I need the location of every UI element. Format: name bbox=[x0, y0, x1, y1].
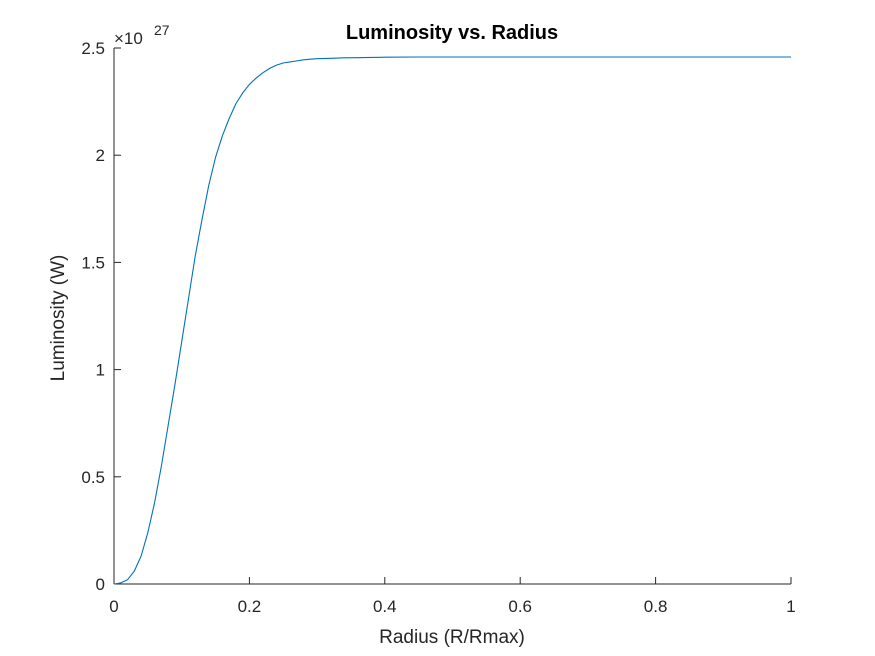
x-tick-label: 0.6 bbox=[508, 597, 532, 616]
y-tick-label: 1 bbox=[96, 361, 105, 380]
x-ticks: 0 0.2 0.4 0.6 0.8 1 bbox=[109, 577, 796, 616]
x-tick-label: 0.8 bbox=[644, 597, 668, 616]
y-tick-label: 2 bbox=[96, 146, 105, 165]
axes bbox=[113, 48, 791, 585]
x-tick-label: 0.2 bbox=[238, 597, 262, 616]
y-axis-label: Luminosity (W) bbox=[48, 255, 69, 382]
chart-title: Luminosity vs. Radius bbox=[346, 22, 558, 44]
x-axis-label: Radius (R/Rmax) bbox=[379, 627, 525, 648]
y-tick-label: 0 bbox=[96, 575, 105, 594]
x-tick-label: 0 bbox=[109, 597, 118, 616]
y-ticks: 0 0.5 1 1.5 2 2.5 bbox=[81, 39, 121, 594]
y-exponent-label: ×10 27 bbox=[114, 22, 170, 48]
x-tick-label: 1 bbox=[786, 597, 795, 616]
y-tick-label: 2.5 bbox=[81, 39, 105, 58]
series-line bbox=[113, 56, 791, 585]
y-exponent-base: ×10 bbox=[114, 29, 143, 48]
y-tick-label: 1.5 bbox=[81, 253, 105, 272]
x-tick-label: 0.4 bbox=[373, 597, 397, 616]
plot-area bbox=[113, 56, 791, 585]
y-exponent-power: 27 bbox=[154, 22, 170, 38]
y-tick-label: 0.5 bbox=[81, 468, 105, 487]
